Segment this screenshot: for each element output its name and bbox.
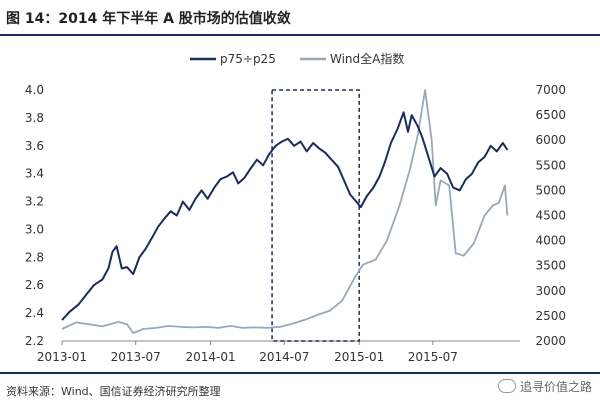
wechat-icon [497, 379, 516, 393]
x-tick-label: 2015-01 [334, 350, 384, 364]
y-left-tick-label: 3.4 [25, 167, 44, 181]
chart-title: 图 14：2014 年下半年 A 股市场的估值收敛 [6, 11, 291, 27]
watermark: 追寻价值之路 [497, 378, 592, 395]
highlight-box [271, 89, 360, 342]
watermark-text: 追寻价值之路 [519, 380, 592, 394]
x-tick-label: 2014-07 [259, 350, 309, 364]
legend-label: Wind全A指数 [330, 51, 404, 66]
y-left-tick-label: 3.6 [25, 139, 44, 153]
source-note: 资料来源：Wind、国信证券经济研究所整理 [6, 385, 221, 398]
x-tick-label: 2015-07 [408, 350, 458, 364]
y-right-tick-label: 4000 [535, 234, 566, 248]
y-right-tick-label: 6500 [535, 108, 566, 122]
y-left-tick-label: 3.0 [25, 222, 44, 236]
y-right-tick-label: 5500 [535, 158, 566, 172]
y-right-tick-label: 6000 [535, 133, 566, 147]
y-right-tick-label: 3000 [535, 284, 566, 298]
y-right-tick-label: 5000 [535, 183, 566, 197]
y-left-tick-label: 3.8 [25, 111, 44, 125]
y-left-tick-label: 4.0 [25, 83, 44, 97]
y-right-tick-label: 2000 [535, 334, 566, 348]
y-right-tick-label: 3500 [535, 259, 566, 273]
legend-label: p75÷p25 [220, 52, 276, 66]
series-line-1 [61, 89, 509, 334]
y-right-tick-label: 4500 [535, 209, 566, 223]
x-tick-label: 2013-07 [111, 350, 161, 364]
y-right-tick-label: 7000 [535, 83, 566, 97]
y-left-tick-label: 2.6 [25, 278, 44, 292]
y-right-tick-label: 2500 [535, 309, 566, 323]
x-tick-label: 2013-01 [37, 350, 87, 364]
y-left-tick-label: 2.8 [25, 250, 44, 264]
series-line-0 [61, 111, 509, 321]
chart: 2013-01 2013-07 2014-01 2014-07 2015-01 2015-… [25, 51, 566, 364]
y-left-tick-label: 2.4 [25, 306, 44, 320]
plot-area: 2013-01 2013-07 2014-01 2014-07 2015-01 2015-… [25, 51, 566, 364]
x-tick-label: 2014-01 [186, 350, 236, 364]
y-left-tick-label: 2.2 [25, 334, 44, 348]
title-bar: 图 14：2014 年下半年 A 股市场的估值收敛 [0, 0, 600, 36]
y-left-tick-label: 3.2 [25, 195, 44, 209]
source-rule [0, 372, 600, 374]
